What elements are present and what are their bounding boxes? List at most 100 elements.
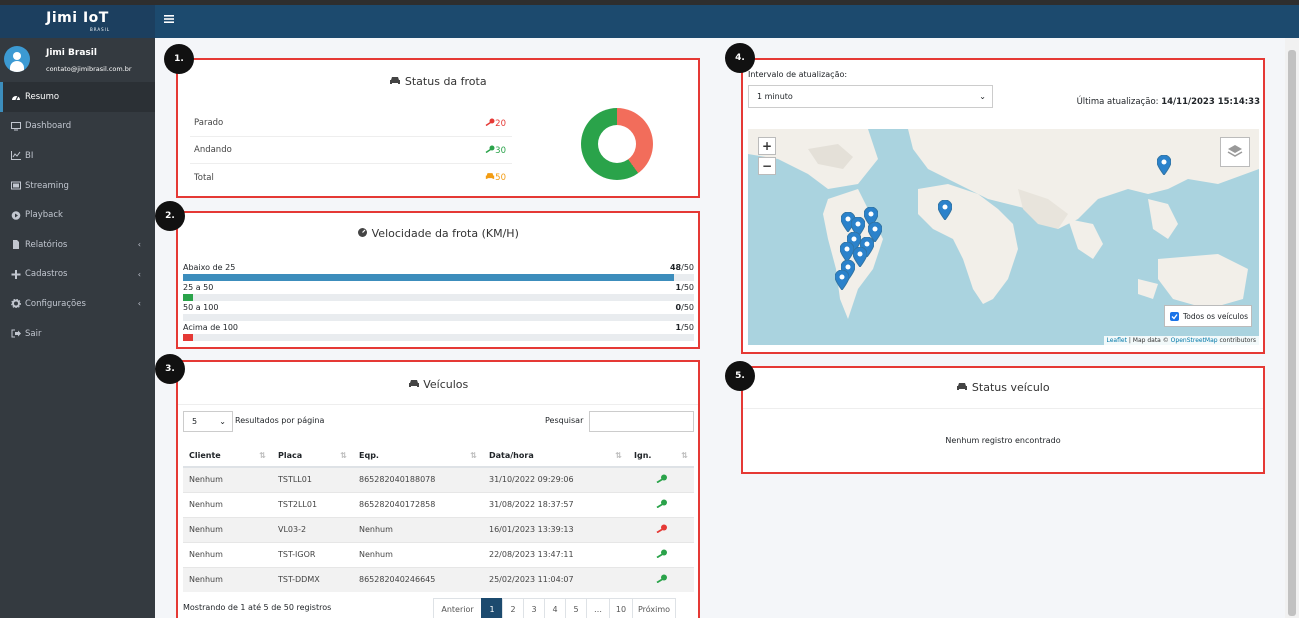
logo-text: Jimi IoT (46, 10, 109, 26)
sidebar-item-bi[interactable]: BI (0, 141, 155, 171)
sidebar-item-label: Playback (25, 210, 63, 221)
sidebar-item-streaming[interactable]: Streaming (0, 171, 155, 201)
page-size-select[interactable]: 5 ⌄ (183, 411, 233, 432)
chevron-left-icon: ‹ (137, 299, 141, 309)
sidebar-item-label: Dashboard (25, 121, 72, 132)
osm-link[interactable]: OpenStreetMap (1170, 337, 1218, 344)
speed-bar (183, 334, 194, 341)
pagination-page-4[interactable]: 4 (544, 598, 566, 618)
fleet-status-title: Status da frota (178, 75, 698, 88)
interval-select[interactable]: 1 minuto ⌄ (748, 85, 993, 108)
logo-subtext: BRASIL (90, 27, 111, 32)
sidebar-item-sair[interactable]: Sair (0, 319, 155, 349)
vehicle-marker-icon[interactable] (834, 269, 850, 291)
vehicle-status-title: Status veículo (743, 381, 1263, 394)
section-badge-5: 5. (725, 361, 755, 391)
pagination-prev[interactable]: Anterior (433, 598, 482, 618)
scrollbar-thumb[interactable] (1288, 50, 1296, 616)
fleet-status-donut (581, 108, 653, 180)
table-row[interactable]: Nenhum TST-IGOR Nenhum 22/08/2023 13:47:… (183, 541, 694, 567)
pagination-page-5[interactable]: 5 (565, 598, 587, 618)
sort-icon: ⇅ (681, 450, 688, 460)
speed-bar (183, 274, 674, 281)
all-vehicles-control[interactable]: Todos os veículos (1164, 305, 1252, 327)
pagination-page-2[interactable]: 2 (502, 598, 524, 618)
page-scrollbar[interactable] (1285, 38, 1299, 618)
status-row-total: Total 50 (194, 172, 506, 184)
ignition-on-icon (656, 574, 668, 584)
chevron-left-icon: ‹ (137, 269, 141, 279)
ignition-on-icon (656, 499, 668, 509)
search-input[interactable] (589, 411, 694, 432)
desktop-icon (11, 121, 21, 131)
vehicle-status-panel: Status veículo Nenhum registro encontrad… (741, 366, 1265, 474)
pagination-page-3[interactable]: 3 (523, 598, 545, 618)
vehicle-marker-icon[interactable] (852, 246, 868, 268)
sidebar-item-cadastros[interactable]: Cadastros ‹ (0, 260, 155, 290)
table-header-row: Cliente ⇅ Placa ⇅ Eqp. ⇅ Data/hora ⇅ Ign. ⇅ (183, 444, 694, 468)
tachometer-icon (357, 227, 368, 240)
fleet-speed-title: Velocidade da frota (KM/H) (178, 227, 698, 240)
fleet-map[interactable]: + − Todos os veículos Leaflet | Map data… (748, 129, 1259, 345)
user-email: contato@jimibrasil.com.br (46, 65, 132, 73)
sidebar-item-relatorios[interactable]: Relatórios ‹ (0, 230, 155, 260)
checkbox-checked-icon[interactable] (1170, 311, 1179, 321)
interval-label: Intervalo de atualização: (748, 70, 848, 79)
speed-bar-track (183, 334, 694, 341)
car-icon (389, 75, 401, 88)
sort-icon: ⇅ (470, 450, 477, 460)
car-icon (408, 378, 420, 391)
section-badge-2: 2. (155, 201, 185, 231)
plus-icon (11, 269, 21, 279)
layers-icon (1227, 144, 1243, 161)
vehicle-marker-icon[interactable] (867, 221, 883, 243)
column-header-eqp[interactable]: Eqp. ⇅ (353, 444, 483, 468)
vehicle-marker-icon[interactable] (937, 199, 953, 221)
last-update: Última atualização: 14/11/2023 15:14:33 (1076, 97, 1260, 107)
menu-toggle-icon[interactable] (164, 14, 174, 24)
sidebar-item-label: BI (25, 150, 34, 161)
vehicle-marker-icon[interactable] (839, 241, 855, 263)
brand-logo[interactable]: Jimi IoT BRASIL (0, 5, 155, 38)
vehicles-panel: Veículos 5 ⌄ Resultados por página Pesqu… (176, 360, 700, 618)
sidebar-item-playback[interactable]: Playback (0, 200, 155, 230)
vehicle-marker-icon[interactable] (1156, 154, 1172, 176)
column-header-datahora[interactable]: Data/hora ⇅ (483, 444, 628, 468)
empty-state-text: Nenhum registro encontrado (945, 436, 1061, 445)
ignition-off-icon (656, 524, 668, 534)
vehicles-title: Veículos (178, 378, 698, 391)
column-header-ign[interactable]: Ign. ⇅ (628, 444, 694, 468)
status-value-andando: 30 (495, 145, 506, 156)
pagination-page-1[interactable]: 1 (481, 598, 503, 618)
table-row[interactable]: Nenhum TSTLL01 865282040188078 31/10/202… (183, 466, 694, 492)
sidebar-item-resumo[interactable]: Resumo (0, 82, 155, 112)
status-value-parado: 20 (495, 118, 506, 129)
sign-out-icon (11, 329, 21, 338)
table-info: Mostrando de 1 até 5 de 50 registros (183, 603, 332, 612)
status-value-total: 50 (495, 173, 506, 183)
zoom-in-button[interactable]: + (758, 137, 776, 155)
video-icon (11, 181, 21, 190)
avatar (4, 46, 30, 72)
sidebar-item-configuracoes[interactable]: Configurações ‹ (0, 289, 155, 319)
zoom-out-button[interactable]: − (758, 157, 776, 175)
gauge-icon (11, 92, 21, 101)
table-row[interactable]: Nenhum VL03-2 Nenhum 16/01/2023 13:39:13 (183, 516, 694, 542)
car-icon (485, 173, 495, 183)
sidebar-item-label: Cadastros (25, 269, 68, 280)
layers-button[interactable] (1220, 137, 1250, 167)
sidebar-item-dashboard[interactable]: Dashboard (0, 112, 155, 142)
table-row[interactable]: Nenhum TST-DDMX 865282040246645 25/02/20… (183, 566, 694, 592)
pagination-ellipsis: … (586, 598, 610, 618)
column-header-placa[interactable]: Placa ⇅ (272, 444, 353, 468)
speed-bar-track (183, 314, 694, 321)
sidebar-item-label: Sair (25, 328, 42, 339)
sidebar-nav: Resumo Dashboard BI Streaming Playback R… (0, 82, 155, 348)
cogs-icon (11, 299, 21, 309)
table-row[interactable]: Nenhum TST2LL01 865282040172858 31/08/20… (183, 491, 694, 517)
pagination-page-10[interactable]: 10 (609, 598, 633, 618)
pagination-next[interactable]: Próximo (632, 598, 676, 618)
column-header-cliente[interactable]: Cliente ⇅ (183, 444, 272, 468)
sidebar-item-label: Resumo (25, 91, 60, 102)
leaflet-link[interactable]: Leaflet (1106, 337, 1127, 344)
